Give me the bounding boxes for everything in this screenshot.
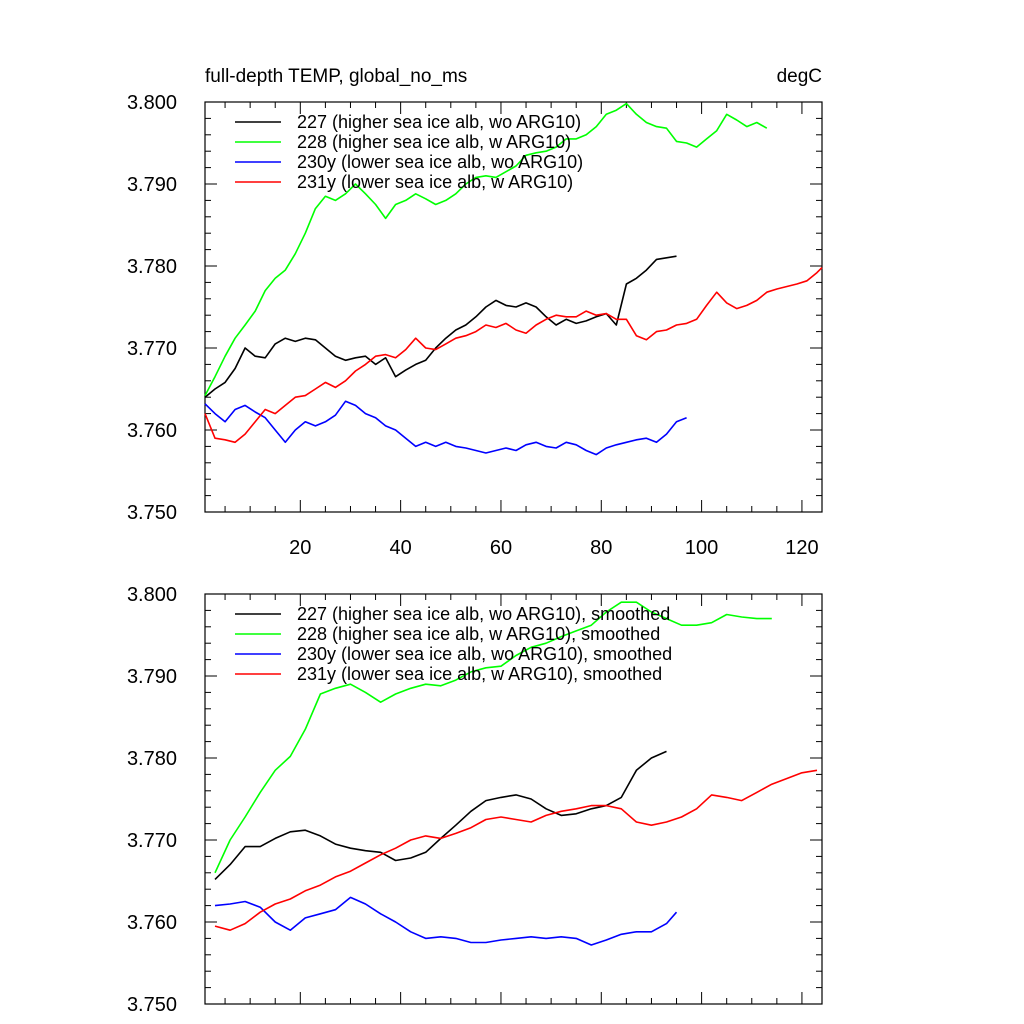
bottom-legend-label-2: 230y (lower sea ice alb, wo ARG10), smoo… — [297, 644, 672, 664]
top-x-tick-label: 20 — [289, 537, 311, 559]
bottom-legend: 227 (higher sea ice alb, wo ARG10), smoo… — [235, 604, 672, 684]
bottom-axis-ticks — [205, 593, 822, 1005]
bottom-chart-panel: 3.750 3.760 3.770 3.780 3.790 3.800 227 (high… — [127, 584, 823, 1016]
top-y-tick-labels: 3.750 3.760 3.770 3.780 3.790 3.800 — [127, 92, 177, 524]
top-y-tick-label: 3.770 — [127, 338, 177, 360]
top-series-line-1 — [204, 102, 768, 396]
top-x-tick-label: 120 — [785, 537, 818, 559]
top-legend: 227 (higher sea ice alb, wo ARG10)228 (h… — [235, 112, 583, 192]
top-legend-label-2: 230y (lower sea ice alb, wo ARG10) — [297, 152, 583, 172]
bottom-y-tick-label: 3.770 — [127, 830, 177, 852]
top-x-tick-label: 60 — [490, 537, 512, 559]
top-y-tick-label: 3.800 — [127, 92, 177, 114]
top-y-tick-label: 3.750 — [127, 502, 177, 524]
top-axis-ticks — [205, 101, 822, 513]
top-y-tick-label: 3.780 — [127, 256, 177, 278]
bottom-legend-label-3: 231y (lower sea ice alb, w ARG10), smoot… — [297, 664, 662, 684]
top-x-tick-label: 80 — [590, 537, 612, 559]
bottom-y-tick-labels: 3.750 3.760 3.770 3.780 3.790 3.800 — [127, 584, 177, 1016]
top-legend-label-1: 228 (higher sea ice alb, w ARG10) — [297, 132, 571, 152]
bottom-legend-label-1: 228 (higher sea ice alb, w ARG10), smoot… — [297, 624, 660, 644]
top-series-lines — [204, 102, 823, 456]
top-chart-units: degC — [777, 66, 822, 87]
top-x-tick-labels: 20 40 60 80 100 120 — [289, 537, 818, 559]
top-plot-frame — [204, 101, 823, 513]
top-x-tick-label: 100 — [685, 537, 718, 559]
bottom-series-line-3 — [214, 769, 818, 932]
bottom-y-tick-label: 3.800 — [127, 584, 177, 606]
top-x-tick-label: 40 — [390, 537, 412, 559]
top-series-line-0 — [204, 255, 677, 398]
bottom-y-tick-label: 3.780 — [127, 748, 177, 770]
top-y-tick-label: 3.760 — [127, 420, 177, 442]
top-series-line-2 — [204, 400, 687, 456]
top-series-line-3 — [204, 267, 823, 444]
top-legend-label-3: 231y (lower sea ice alb, w ARG10) — [297, 172, 573, 192]
bottom-y-tick-label: 3.750 — [127, 994, 177, 1016]
top-chart-title: full-depth TEMP, global_no_ms — [205, 66, 467, 87]
bottom-series-line-2 — [214, 896, 678, 946]
bottom-series-lines — [214, 601, 818, 946]
bottom-series-line-0 — [214, 750, 667, 880]
bottom-y-tick-label: 3.790 — [127, 666, 177, 688]
top-legend-label-0: 227 (higher sea ice alb, wo ARG10) — [297, 112, 581, 132]
top-chart-panel: full-depth TEMP, global_no_ms degC 3.750… — [127, 66, 823, 559]
bottom-plot-frame — [204, 593, 823, 1005]
bottom-series-line-1 — [214, 601, 772, 874]
top-y-tick-label: 3.790 — [127, 174, 177, 196]
bottom-legend-label-0: 227 (higher sea ice alb, wo ARG10), smoo… — [297, 604, 670, 624]
bottom-y-tick-label: 3.760 — [127, 912, 177, 934]
